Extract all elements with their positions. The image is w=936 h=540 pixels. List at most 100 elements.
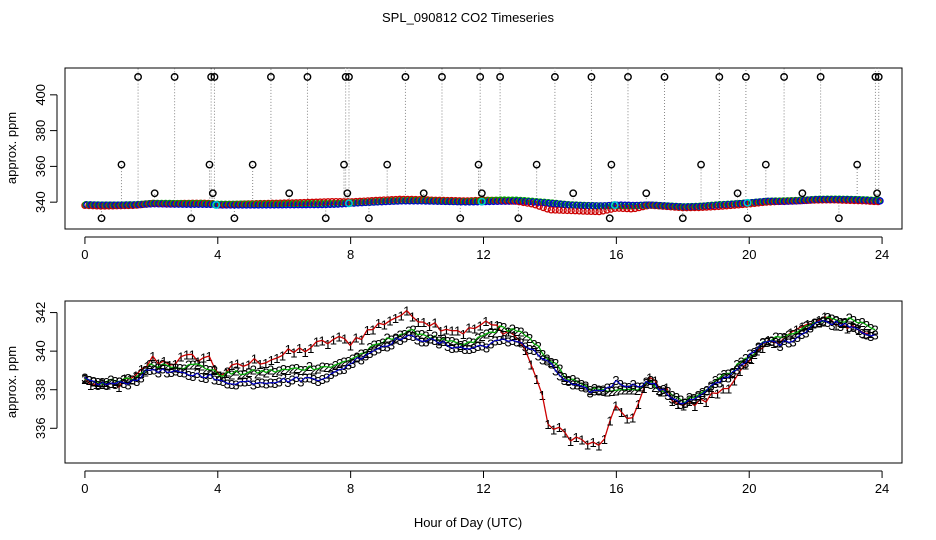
series-3-segment: [805, 326, 811, 333]
series-1-segment: [474, 324, 481, 330]
series-3-point: [545, 199, 553, 207]
series-2-marker: 2: [401, 327, 408, 342]
series-3-marker: 3: [569, 378, 576, 393]
series-3-segment: [399, 336, 405, 341]
series-2-marker: 2: [837, 315, 844, 330]
series-2-point: [492, 196, 501, 204]
series-2-marker: 2: [345, 354, 352, 369]
series-1-segment: [208, 355, 216, 370]
series-2-marker: 2: [461, 337, 468, 352]
series-1-segment: [282, 348, 289, 356]
series-1-marker: 1: [143, 359, 150, 374]
series-3-marker: 3: [340, 362, 347, 377]
series-1-segment: [801, 323, 808, 328]
series-2-segment: [157, 363, 164, 368]
series-3-marker: 3: [492, 333, 499, 348]
series-2-segment: [848, 317, 854, 321]
series-2-segment: [153, 364, 159, 369]
series-2-segment: [581, 383, 587, 387]
series-1-marker: 1: [426, 319, 433, 334]
outlier-point: [267, 73, 275, 81]
outlier-point: [607, 160, 616, 169]
series-3-segment: [481, 344, 487, 348]
series-2-marker: 2: [643, 376, 650, 391]
series-3-marker: 3: [202, 371, 209, 386]
series-3-segment: [209, 373, 215, 381]
series-2-segment: [473, 336, 479, 344]
series-2-segment: [594, 387, 599, 391]
series-3-segment: [809, 322, 816, 328]
series-3-marker: 3: [867, 329, 874, 344]
series-1-marker: 1: [172, 357, 179, 372]
series-2-segment: [542, 353, 548, 359]
series-3-segment: [330, 370, 336, 375]
series-3-marker: 3: [638, 380, 645, 395]
series-2-segment: [166, 364, 172, 368]
series-3-segment: [706, 385, 712, 391]
series-1-marker: 1: [392, 311, 399, 326]
series-1-point: [535, 202, 543, 210]
series-3-segment: [140, 369, 146, 378]
series-1-segment: [513, 334, 521, 342]
series-3-marker: 3: [94, 378, 101, 393]
series-3-marker: 3: [401, 331, 408, 346]
series-3-marker: 3: [297, 375, 304, 390]
series-2-segment: [309, 365, 315, 371]
series-2-point: [273, 200, 281, 208]
series-2-marker: 2: [142, 365, 149, 380]
bottom-x-tick-label: 16: [609, 481, 623, 496]
series-3-segment: [101, 381, 107, 386]
series-3-marker: 3: [789, 334, 796, 349]
series-1-marker: 1: [584, 437, 591, 452]
series-2-segment: [287, 367, 293, 371]
series-2-segment: [784, 333, 790, 338]
series-3-segment: [710, 382, 716, 387]
series-3-segment: [287, 379, 293, 383]
series-3-segment: [153, 368, 159, 374]
series-1-segment: [468, 327, 475, 330]
outlier-point: [874, 73, 883, 81]
series-2-segment: [607, 390, 612, 393]
top-x-tick-label: 0: [81, 247, 88, 262]
series-3-marker: 3: [388, 337, 395, 352]
series-3-marker: 3: [302, 371, 309, 386]
series-3-segment: [844, 322, 850, 328]
series-1-marker: 1: [138, 362, 145, 377]
series-2-segment: [274, 369, 280, 373]
series-1-marker: 1: [657, 385, 664, 400]
series-3-segment: [719, 376, 725, 383]
bottom-y-tick-label: 342: [33, 302, 48, 324]
series-2-marker: 2: [755, 340, 762, 355]
series-1-marker: 1: [606, 414, 613, 429]
series-1-marker: 1: [245, 357, 252, 372]
series-2-segment: [537, 345, 544, 355]
series-2-marker: 2: [302, 363, 309, 378]
series-3-marker: 3: [276, 375, 283, 390]
series-1-segment: [259, 362, 266, 365]
series-3-segment: [106, 382, 112, 386]
series-3-segment: [278, 377, 284, 383]
series-2-segment: [805, 324, 811, 327]
series-2-segment: [464, 341, 470, 345]
series-3-marker: 3: [189, 369, 196, 384]
series-1-marker: 1: [680, 399, 687, 414]
series-2-point: [189, 199, 198, 208]
series-3-marker: 3: [163, 365, 170, 380]
series-3-segment: [533, 349, 539, 356]
series-1-marker: 1: [381, 318, 388, 333]
series-2-segment: [378, 342, 384, 345]
series-3-marker: 3: [703, 383, 710, 398]
series-1-segment: [558, 426, 566, 433]
series-3-segment: [322, 377, 327, 380]
series-2-marker: 2: [353, 349, 360, 364]
series-2-segment: [451, 340, 457, 344]
series-3-marker: 3: [487, 336, 494, 351]
series-2-segment: [563, 376, 569, 381]
series-3-marker: 3: [435, 337, 442, 352]
top-x-tick-label: 12: [476, 247, 490, 262]
series-1-marker: 1: [595, 438, 602, 453]
series-1-marker: 1: [87, 378, 94, 393]
series-3-segment: [732, 369, 738, 373]
series-1-segment: [530, 364, 538, 380]
series-1-marker: 1: [804, 317, 811, 332]
